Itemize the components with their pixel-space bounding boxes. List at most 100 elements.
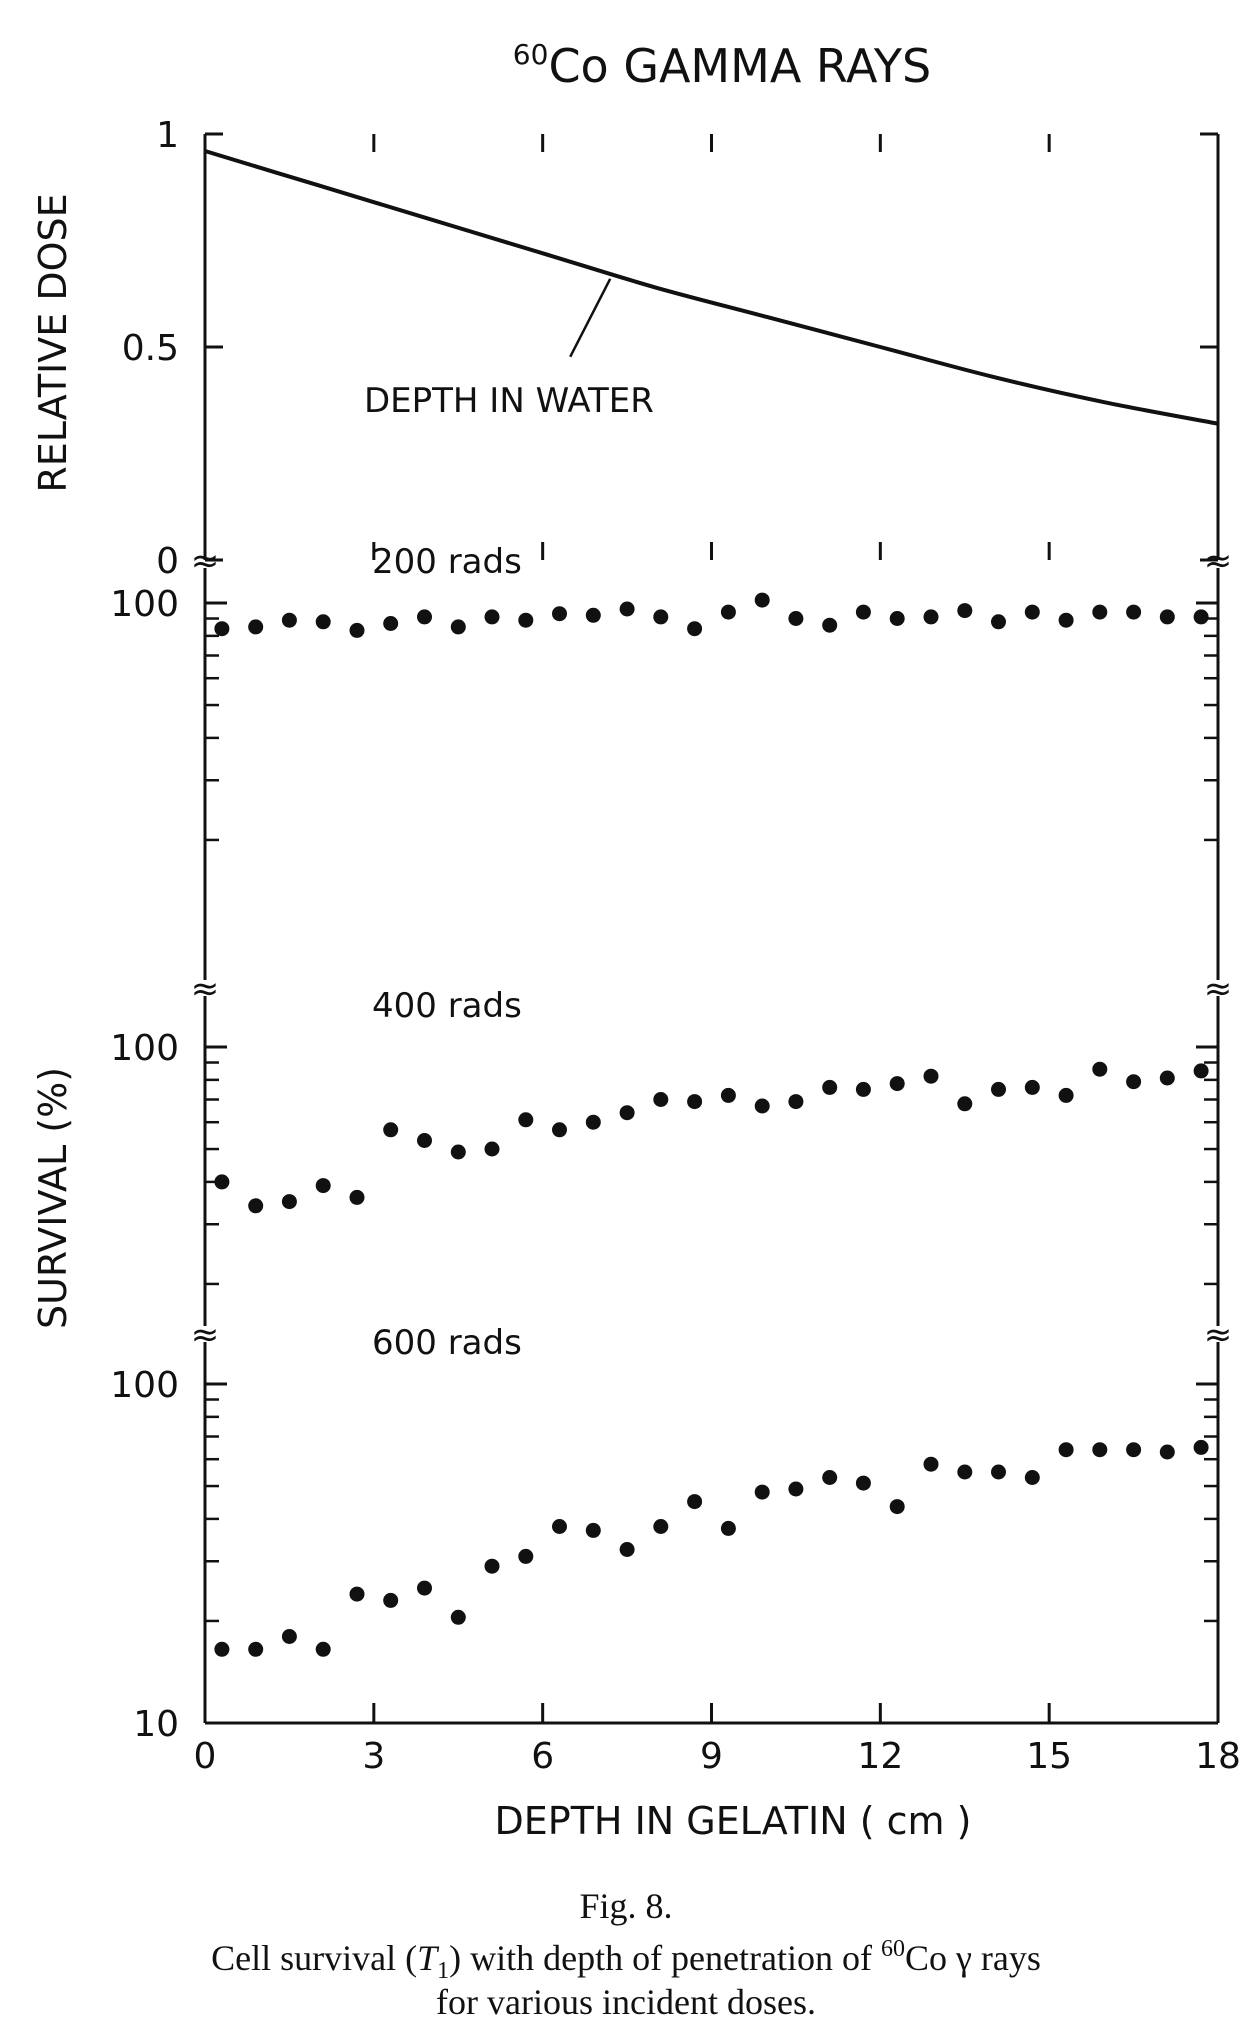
data-point (1193, 1439, 1209, 1455)
caption-part-a: Cell survival ( (211, 1938, 417, 1978)
x-tick-label: 12 (857, 1736, 903, 1777)
data-point (315, 614, 331, 630)
annotation-depth-in-water: DEPTH IN WATER (364, 381, 654, 421)
data-point (248, 619, 264, 635)
data-point (855, 1081, 871, 1097)
data-point (855, 604, 871, 620)
data-point (552, 1122, 567, 1138)
axis-break-gap (195, 1326, 215, 1342)
data-point (923, 609, 939, 625)
data-point (1159, 1444, 1175, 1460)
data-point (788, 611, 804, 626)
data-point (653, 1092, 669, 1107)
data-point (214, 1174, 230, 1190)
data-point (720, 1087, 736, 1103)
data-point (281, 1194, 297, 1210)
dose-panel: 0 0.5 1 DEPTH IN WATER (122, 115, 1220, 582)
data-point (653, 1519, 669, 1534)
caption-part-b: ) with depth of penetration of (449, 1938, 881, 1978)
data-point (484, 1558, 500, 1574)
data-point (957, 1464, 973, 1480)
x-tick-label: 3 (362, 1736, 385, 1777)
caption-t-subscript: 1 (437, 1958, 449, 1984)
chart-title-superscript: 60 (513, 38, 549, 71)
data-point (383, 616, 399, 631)
data-point (450, 1609, 466, 1625)
y-tick-label: 100 (110, 1365, 179, 1406)
caption-t: T (417, 1938, 440, 1978)
data-point (889, 611, 905, 626)
data-point (1092, 1061, 1108, 1077)
x-tick-label: 6 (531, 1736, 554, 1777)
data-point (754, 1484, 770, 1500)
caption-part-c: Co γ rays (905, 1938, 1041, 1978)
data-point (585, 607, 601, 623)
data-point (889, 1499, 905, 1515)
data-point (484, 609, 500, 625)
annotation-leader (569, 278, 612, 358)
data-point (1024, 1079, 1040, 1095)
axis-break-gap (195, 980, 215, 996)
data-point (1193, 609, 1209, 625)
dose-label: 400 rads (372, 986, 522, 1026)
data-point (417, 609, 432, 625)
data-point (383, 1122, 399, 1138)
data-point (417, 1133, 432, 1148)
data-point (349, 1189, 365, 1205)
data-point (687, 1494, 703, 1510)
data-point (484, 1141, 500, 1157)
caption-line-1: Cell survival (T1) with depth of penetra… (211, 1936, 1041, 1984)
data-point (248, 1198, 264, 1214)
y-tick-label: 100 (110, 1028, 179, 1069)
data-point (1092, 604, 1108, 620)
data-point (383, 1592, 399, 1608)
data-point (1024, 1470, 1040, 1485)
data-point (349, 1586, 365, 1602)
data-point (822, 1470, 838, 1485)
y-tick-label: 100 (110, 584, 179, 625)
data-point (720, 604, 736, 620)
x-tick-label: 0 (194, 1736, 217, 1777)
data-point (1058, 1087, 1074, 1103)
axis-break-gap (1208, 1326, 1228, 1342)
data-point (450, 619, 466, 635)
x-axis: 0 3 6 9 12 15 18 (194, 1703, 1241, 1777)
data-point (214, 1641, 230, 1657)
data-point (585, 1114, 601, 1130)
plot-frame: ≈≈≈≈≈≈ (191, 134, 1233, 1725)
data-point (585, 1522, 601, 1538)
y-tick-label: 0 (156, 541, 179, 582)
data-point (991, 614, 1006, 630)
axis-break-mark: ≈ (1204, 1315, 1233, 1355)
data-point (1159, 1070, 1175, 1086)
data-point (855, 1475, 871, 1491)
data-point (1159, 609, 1175, 625)
chart-title-text: Co GAMMA RAYS (548, 39, 931, 93)
y-tick-label: 0.5 (122, 328, 179, 369)
data-point (687, 1094, 703, 1110)
chart-title: 60Co GAMMA RAYS (513, 38, 931, 93)
dose-label: 600 rads (372, 1323, 522, 1363)
data-point (720, 1520, 736, 1536)
survival-axis-label: SURVIVAL (%) (31, 1067, 75, 1329)
data-point (653, 609, 669, 625)
data-point (822, 1079, 838, 1095)
data-point (923, 1068, 939, 1084)
data-point (552, 1519, 567, 1534)
x-tick-label: 18 (1195, 1736, 1241, 1777)
x-tick-label: 15 (1026, 1736, 1072, 1777)
data-point (281, 612, 297, 628)
data-point (518, 612, 534, 628)
data-point (619, 1542, 635, 1557)
data-point (315, 1178, 331, 1194)
data-point (518, 1548, 534, 1564)
figure-number: Fig. 8. (579, 1886, 672, 1926)
data-point (214, 621, 230, 637)
x-axis-label: DEPTH IN GELATIN ( cm ) (495, 1799, 972, 1843)
data-point (991, 1081, 1006, 1097)
y-tick-label: 1 (156, 115, 179, 156)
data-point (518, 1112, 534, 1128)
data-point (957, 603, 973, 619)
x-tick-label: 9 (700, 1736, 723, 1777)
